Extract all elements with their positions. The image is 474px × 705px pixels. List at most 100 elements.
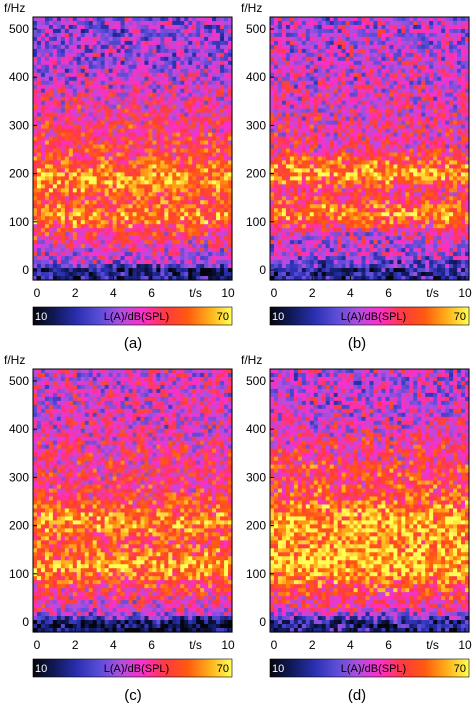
heatmap-cell [164, 168, 169, 173]
heatmap-cell [164, 264, 169, 269]
heatmap-cell [204, 204, 209, 209]
heatmap-cell [200, 240, 205, 245]
heatmap-cell [192, 220, 197, 225]
heatmap-cell [216, 244, 221, 249]
heatmap-cell [96, 112, 102, 118]
heatmap-cell [425, 56, 430, 62]
heatmap-cell [329, 17, 335, 22]
heatmap-cell [100, 240, 106, 245]
heatmap-cell [216, 88, 221, 94]
heatmap-cell [33, 128, 38, 134]
heatmap-cell [401, 72, 406, 78]
heatmap-cell [453, 76, 458, 82]
heatmap-cell [33, 80, 38, 86]
heatmap-cell [349, 56, 355, 62]
heatmap-cell [96, 96, 102, 102]
heatmap-cell [148, 72, 153, 78]
heatmap-cell [164, 72, 169, 78]
heatmap-cell [172, 264, 177, 269]
heatmap-cell [465, 56, 470, 62]
heatmap-cell [305, 148, 311, 154]
heatmap-cell [124, 44, 130, 50]
heatmap-cell [33, 200, 38, 205]
heatmap-cell [36, 112, 42, 118]
heatmap-cell [270, 108, 275, 114]
heatmap-cell [76, 60, 82, 66]
heatmap-cell [405, 96, 410, 102]
heatmap-cell [425, 60, 430, 66]
heatmap-cell [164, 252, 169, 257]
heatmap-cell [64, 224, 70, 229]
heatmap-cell [216, 260, 221, 265]
heatmap-cell [196, 164, 201, 170]
heatmap-cell [333, 20, 339, 26]
heatmap-cell [200, 156, 205, 162]
heatmap-cell [277, 88, 283, 94]
heatmap-cell [88, 188, 94, 193]
heatmap-cell [52, 92, 58, 98]
heatmap-cell [140, 156, 146, 162]
heatmap-cell [385, 64, 390, 70]
heatmap-cell [116, 48, 122, 54]
heatmap-cell [433, 104, 438, 110]
heatmap-cell [180, 84, 185, 90]
heatmap-cell [208, 236, 213, 241]
heatmap-cell [96, 168, 102, 173]
heatmap-cell [337, 144, 343, 150]
heatmap-cell [228, 72, 233, 78]
heatmap-cell [156, 116, 161, 122]
heatmap-cell [72, 64, 78, 70]
heatmap-cell [40, 236, 46, 241]
heatmap-cell [136, 228, 142, 233]
heatmap-cell [108, 216, 114, 221]
heatmap-cell [192, 17, 197, 22]
heatmap-cell [136, 132, 142, 138]
heatmap-cell [112, 120, 118, 126]
heatmap-cell [64, 260, 70, 265]
heatmap-cell [224, 224, 229, 229]
heatmap-cell [212, 56, 217, 62]
heatmap-cell [76, 176, 82, 181]
heatmap-cell [120, 24, 126, 30]
heatmap-cell [453, 128, 458, 134]
heatmap-cell [160, 268, 165, 273]
heatmap-cell [88, 36, 94, 42]
heatmap-cell [36, 224, 42, 229]
heatmap-cell [168, 28, 173, 34]
heatmap-cell [329, 64, 335, 70]
heatmap-cell [421, 80, 426, 86]
heatmap-cell [200, 236, 205, 241]
heatmap-cell [188, 80, 193, 86]
heatmap-cell [100, 64, 106, 70]
heatmap-cell [148, 28, 153, 34]
heatmap-cell [56, 96, 62, 102]
heatmap-cell [192, 108, 197, 114]
heatmap-cell [289, 132, 295, 138]
heatmap-cell [128, 212, 134, 217]
heatmap-cell [136, 180, 142, 185]
heatmap-cell [72, 252, 78, 257]
heatmap-cell [345, 120, 351, 126]
heatmap-cell [104, 208, 110, 213]
heatmap-cell [345, 144, 351, 150]
heatmap-cell [76, 196, 82, 201]
heatmap-cell [465, 120, 470, 126]
heatmap-cell [40, 240, 46, 245]
heatmap-cell [148, 80, 153, 86]
heatmap-cell [441, 100, 446, 106]
heatmap-cell [457, 80, 462, 86]
heatmap-cell [96, 64, 102, 70]
heatmap-cell [172, 236, 177, 241]
heatmap-cell [224, 220, 229, 225]
heatmap-cell [285, 20, 291, 26]
heatmap-cell [128, 20, 134, 26]
heatmap-cell [413, 20, 418, 26]
heatmap-cell [56, 112, 62, 118]
heatmap-cell [204, 92, 209, 98]
heatmap-cell [116, 192, 122, 197]
heatmap-cell [220, 28, 225, 34]
heatmap-cell [212, 148, 217, 154]
heatmap-cell [168, 52, 173, 58]
heatmap-cell [144, 164, 150, 170]
heatmap-cell [92, 276, 98, 281]
